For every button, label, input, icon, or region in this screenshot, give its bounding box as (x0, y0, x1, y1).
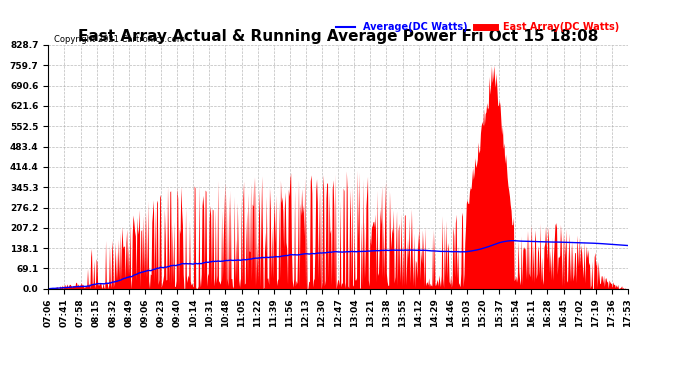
Text: Copyright 2021 Cartronics.com: Copyright 2021 Cartronics.com (54, 35, 185, 44)
Title: East Array Actual & Running Average Power Fri Oct 15 18:08: East Array Actual & Running Average Powe… (78, 29, 598, 44)
Legend: Average(DC Watts), East Array(DC Watts): Average(DC Watts), East Array(DC Watts) (332, 18, 623, 36)
